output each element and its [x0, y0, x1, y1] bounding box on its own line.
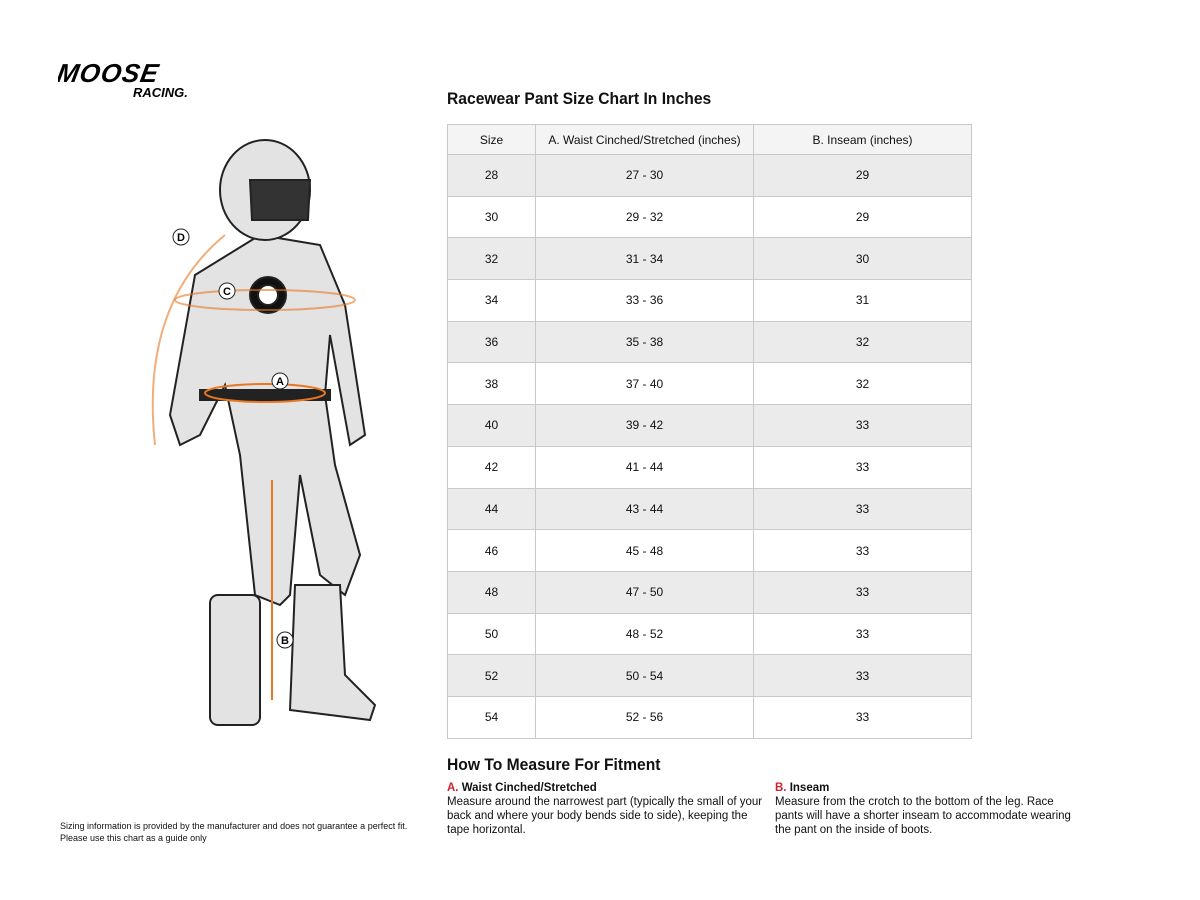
disclaimer: Sizing information is provided by the ma… — [60, 821, 408, 843]
table-row: 52 50 - 54 33 — [447, 654, 972, 697]
size-cell: 42 — [447, 445, 536, 489]
waist-cell: 37 - 40 — [535, 362, 754, 406]
table-row: 40 39 - 42 33 — [447, 404, 972, 447]
size-cell: 52 — [447, 654, 536, 697]
rider-illustration: D C A B — [151, 139, 377, 726]
waist-cell: 41 - 44 — [535, 445, 754, 489]
waist-cell: 52 - 56 — [535, 695, 754, 739]
waist-cell: 47 - 50 — [535, 570, 754, 614]
size-chart-table: Size A. Waist Cinched/Stretched (inches)… — [447, 124, 972, 739]
size-cell: 34 — [447, 279, 536, 322]
size-cell: 40 — [447, 404, 536, 447]
waist-cell: 33 - 36 — [535, 279, 754, 322]
inseam-cell: 30 — [753, 237, 972, 281]
svg-text:A: A — [276, 376, 284, 388]
waist-cell: 43 - 44 — [535, 487, 754, 531]
how-to-measure-title: How To Measure For Fitment — [447, 755, 661, 774]
table-row: 46 45 - 48 33 — [447, 529, 972, 572]
size-cell: 32 — [447, 237, 536, 281]
svg-text:C: C — [223, 286, 231, 298]
size-cell: 28 — [447, 154, 536, 197]
waist-cell: 39 - 42 — [535, 404, 754, 447]
size-cell: 48 — [447, 570, 536, 614]
inseam-cell: 32 — [753, 320, 972, 364]
moose-racing-logo: MOOSE RACING. — [58, 58, 188, 100]
table-row: 42 41 - 44 33 — [447, 445, 972, 489]
inseam-cell: 29 — [753, 195, 972, 239]
header-inseam: B. Inseam (inches) — [753, 124, 972, 155]
waist-cell: 45 - 48 — [535, 529, 754, 572]
size-cell: 30 — [447, 195, 536, 239]
table-row: 50 48 - 52 33 — [447, 612, 972, 656]
size-cell: 50 — [447, 612, 536, 656]
table-row: 30 29 - 32 29 — [447, 195, 972, 239]
table-row: 38 37 - 40 32 — [447, 362, 972, 406]
size-cell: 46 — [447, 529, 536, 572]
inseam-cell: 33 — [753, 487, 972, 531]
inseam-cell: 33 — [753, 404, 972, 447]
inseam-cell: 31 — [753, 279, 972, 322]
table-row: 36 35 - 38 32 — [447, 320, 972, 364]
size-cell: 38 — [447, 362, 536, 406]
table-row: 32 31 - 34 30 — [447, 237, 972, 281]
svg-text:MOOSE: MOOSE — [58, 58, 162, 88]
inseam-cell: 32 — [753, 362, 972, 406]
table-row: 28 27 - 30 29 — [447, 154, 972, 197]
inseam-cell: 33 — [753, 695, 972, 739]
size-cell: 44 — [447, 487, 536, 531]
waist-cell: 48 - 52 — [535, 612, 754, 656]
svg-text:D: D — [177, 232, 185, 244]
waist-cell: 35 - 38 — [535, 320, 754, 364]
waist-cell: 50 - 54 — [535, 654, 754, 697]
table-row: 44 43 - 44 33 — [447, 487, 972, 531]
inseam-cell: 33 — [753, 654, 972, 697]
inseam-cell: 33 — [753, 570, 972, 614]
svg-text:B: B — [281, 635, 289, 647]
size-cell: 36 — [447, 320, 536, 364]
waist-cell: 27 - 30 — [535, 154, 754, 197]
inseam-cell: 29 — [753, 154, 972, 197]
page-title: Racewear Pant Size Chart In Inches — [447, 89, 712, 108]
table-row: 34 33 - 36 31 — [447, 279, 972, 322]
waist-cell: 29 - 32 — [535, 195, 754, 239]
waist-cell: 31 - 34 — [535, 237, 754, 281]
table-row: 48 47 - 50 33 — [447, 570, 972, 614]
waist-instructions: A. Waist Cinched/Stretched Measure aroun… — [447, 782, 763, 836]
inseam-cell: 33 — [753, 445, 972, 489]
inseam-instructions: B. Inseam Measure from the crotch to the… — [775, 782, 1071, 836]
header-waist: A. Waist Cinched/Stretched (inches) — [535, 124, 754, 155]
table-row: 54 52 - 56 33 — [447, 695, 972, 739]
header-size: Size — [447, 124, 536, 155]
inseam-cell: 33 — [753, 612, 972, 656]
inseam-cell: 33 — [753, 529, 972, 572]
svg-text:RACING.: RACING. — [133, 85, 188, 100]
size-cell: 54 — [447, 695, 536, 739]
